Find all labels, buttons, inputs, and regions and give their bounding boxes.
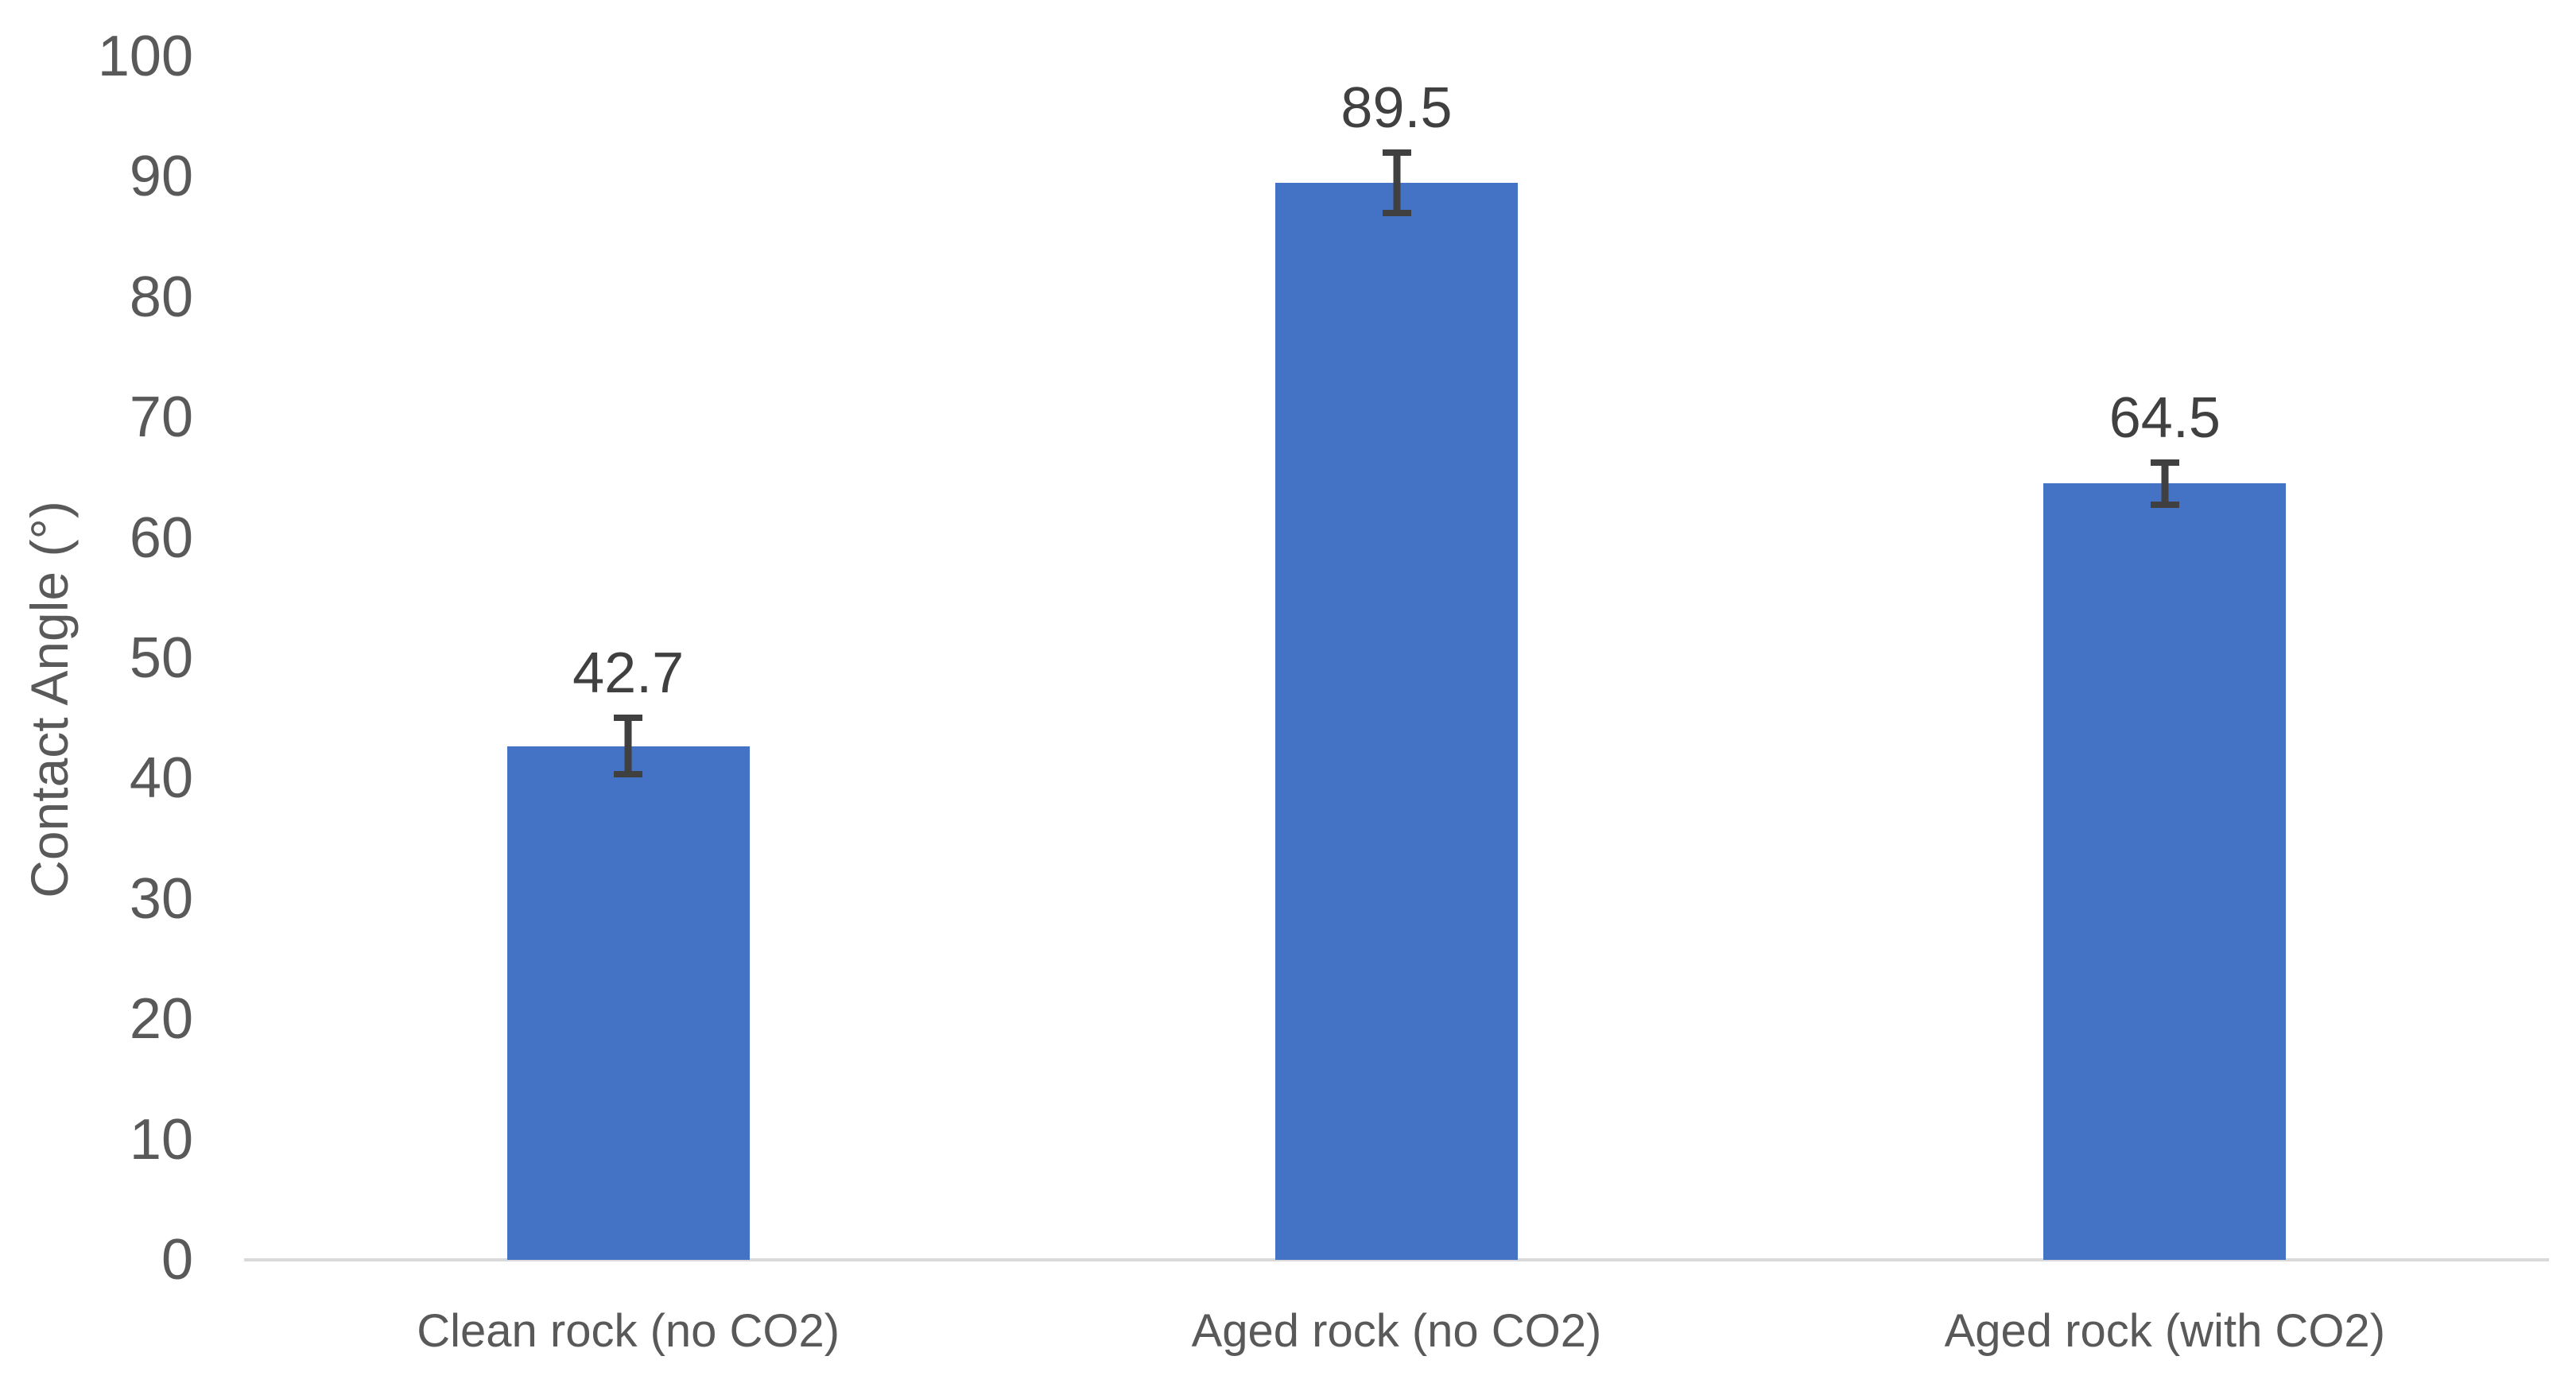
error-bar-cap [614,715,643,722]
x-axis-category-labels: Clean rock (no CO2) Aged rock (no CO2) Age… [244,1305,2549,1385]
y-axis-tick-labels: 0 10 20 30 40 50 60 70 80 90 100 [0,28,193,1288]
y-tick-label: 30 [129,866,193,931]
error-bar [614,715,643,777]
y-tick-label: 20 [129,987,193,1052]
plot-area: 42.7 89.5 64.5 [244,56,2549,1261]
error-bar [2150,459,2179,508]
error-bar-cap [1382,149,1411,156]
error-bar-stem [624,715,632,777]
bar [506,746,750,1260]
y-tick-label: 60 [129,506,193,570]
error-bar-cap [1382,210,1411,217]
error-bar-stem [2161,459,2169,508]
y-tick-label: 100 [97,25,193,88]
error-bar-cap [2150,501,2179,508]
y-tick-label: 10 [129,1107,193,1172]
y-tick-label: 70 [129,386,193,450]
bar [1275,182,1518,1260]
bar-value-label: 42.7 [572,641,685,706]
y-tick-label: 90 [129,145,193,209]
y-tick-label: 80 [129,265,193,329]
error-bar-stem [1393,149,1400,217]
x-category-label: Aged rock (with CO2) [1944,1305,2386,1357]
x-axis-line [244,1258,2549,1261]
x-category-label: Clean rock (no CO2) [417,1305,840,1357]
y-tick-label: 50 [129,626,193,690]
x-category-label: Aged rock (no CO2) [1191,1305,1602,1357]
bar [2043,483,2287,1260]
error-bar-cap [2150,459,2179,467]
y-tick-label: 0 [161,1228,193,1292]
bar-value-label: 64.5 [2109,386,2221,451]
error-bar [1382,149,1411,217]
bar-value-label: 89.5 [1340,76,1453,140]
y-tick-label: 40 [129,746,193,811]
error-bar-cap [614,770,643,777]
